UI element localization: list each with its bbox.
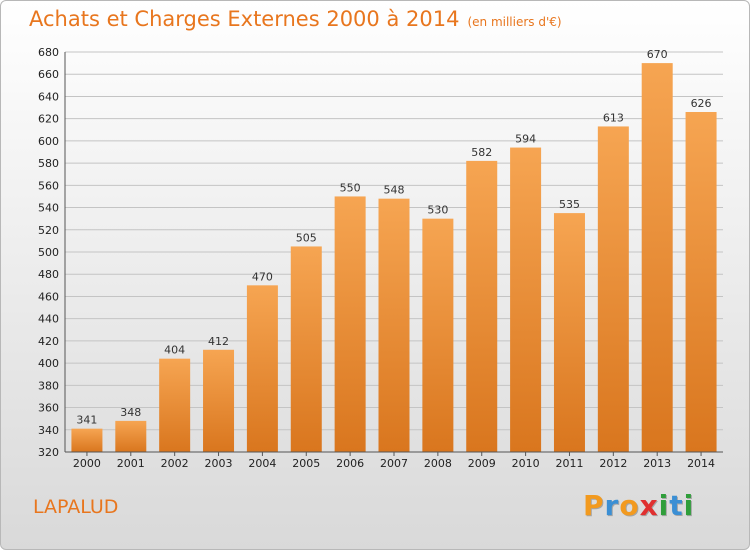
bar-value-label: 505: [296, 231, 317, 244]
y-tick-label: 320: [38, 446, 59, 459]
y-tick-label: 420: [38, 335, 59, 348]
bar: [510, 147, 542, 453]
y-tick-label: 580: [38, 157, 59, 170]
x-tick-label: 2009: [468, 457, 496, 470]
bar: [378, 198, 410, 452]
y-tick-label: 500: [38, 246, 59, 259]
bar: [685, 112, 717, 452]
bar-value-label: 548: [384, 184, 405, 197]
logo-letter: x: [639, 489, 659, 522]
y-tick-label: 600: [38, 135, 59, 148]
bar: [597, 126, 629, 452]
bar: [246, 285, 278, 452]
bar-value-label: 535: [559, 198, 580, 211]
bar-value-label: 404: [164, 344, 185, 357]
x-tick-label: 2001: [117, 457, 145, 470]
x-tick-label: 2008: [424, 457, 452, 470]
logo-letter: r: [604, 489, 620, 522]
x-tick-label: 2013: [643, 457, 671, 470]
y-tick-label: 340: [38, 424, 59, 437]
x-tick-label: 2006: [336, 457, 364, 470]
y-tick-label: 660: [38, 68, 59, 81]
y-tick-label: 640: [38, 90, 59, 103]
bar-value-label: 530: [427, 204, 448, 217]
bar: [466, 160, 498, 452]
bar-value-label: 613: [603, 111, 624, 124]
place-name: LAPALUD: [33, 496, 119, 518]
y-tick-label: 520: [38, 224, 59, 237]
y-tick-label: 540: [38, 202, 59, 215]
bar-value-label: 412: [208, 335, 229, 348]
proxiti-logo: Proxiti: [583, 489, 694, 522]
bar: [553, 213, 585, 452]
x-tick-label: 2010: [512, 457, 540, 470]
bar-value-label: 550: [340, 181, 361, 194]
x-tick-label: 2000: [73, 457, 101, 470]
x-tick-label: 2005: [292, 457, 320, 470]
y-tick-label: 360: [38, 402, 59, 415]
bar: [203, 349, 235, 452]
y-tick-label: 680: [38, 46, 59, 59]
bar: [290, 246, 322, 452]
bar-value-label: 582: [471, 146, 492, 159]
bar-value-label: 348: [120, 406, 141, 419]
logo-letter: i: [658, 489, 670, 522]
bar: [422, 218, 454, 452]
chart-title: Achats et Charges Externes 2000 à 2014 (e…: [29, 7, 562, 31]
y-tick-label: 400: [38, 357, 59, 370]
y-tick-label: 560: [38, 179, 59, 192]
bar-value-label: 341: [76, 414, 97, 427]
x-tick-label: 2002: [161, 457, 189, 470]
bar-value-label: 626: [691, 97, 712, 110]
y-tick-label: 460: [38, 290, 59, 303]
bar: [159, 358, 191, 452]
x-tick-label: 2011: [555, 457, 583, 470]
bar: [334, 196, 366, 452]
logo-letter: P: [583, 489, 605, 522]
x-tick-label: 2007: [380, 457, 408, 470]
bar: [641, 63, 673, 452]
bar-value-label: 670: [647, 48, 668, 61]
x-tick-label: 2014: [687, 457, 715, 470]
x-tick-label: 2004: [248, 457, 276, 470]
bar: [71, 428, 103, 452]
y-tick-label: 440: [38, 313, 59, 326]
y-tick-label: 380: [38, 379, 59, 392]
chart-unit: (en milliers d'€): [467, 15, 562, 29]
axes: 320 340 360 380 400 420 440 460 480 500 520 540 560 5…: [38, 46, 723, 470]
bar: [115, 420, 147, 452]
logo-letter: i: [683, 489, 695, 522]
bars: 341 348 404 412 470 505 550 548 530 582 594 535 613 6…: [71, 48, 717, 453]
chart-title-text: Achats et Charges Externes 2000 à 2014: [29, 7, 460, 31]
y-tick-label: 620: [38, 113, 59, 126]
bar-value-label: 594: [515, 133, 536, 146]
bar-value-label: 470: [252, 270, 273, 283]
x-tick-label: 2012: [599, 457, 627, 470]
x-tick-label: 2003: [205, 457, 233, 470]
logo-letter: o: [619, 489, 640, 522]
y-tick-label: 480: [38, 268, 59, 281]
logo-letter: t: [669, 489, 684, 522]
